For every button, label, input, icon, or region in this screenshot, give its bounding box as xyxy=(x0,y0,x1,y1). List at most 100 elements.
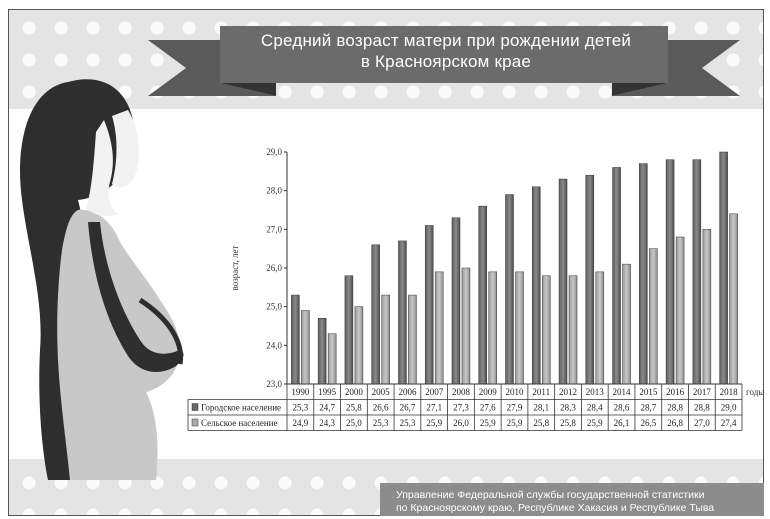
x-tick-label: 2013 xyxy=(586,387,605,397)
x-tick-label: 2010 xyxy=(506,387,525,397)
x-tick-label: 2006 xyxy=(398,387,417,397)
y-axis-label: возраст, лет xyxy=(230,245,240,290)
data-table: 1990 1995 2000 2005 2006 2007 2008 2009 2010 2011… xyxy=(187,383,743,431)
footer-source: Управление Федеральной службы государств… xyxy=(396,489,766,515)
title-ribbon xyxy=(148,26,740,96)
bars xyxy=(291,151,738,385)
dress xyxy=(57,209,180,480)
footer-bar xyxy=(380,483,764,516)
bar-urban xyxy=(558,178,568,385)
bar-urban xyxy=(532,186,541,385)
ribbon-right-tail xyxy=(612,40,740,96)
data-label: 28,6 xyxy=(614,403,630,413)
pregnant-woman-illustration xyxy=(19,79,184,480)
bar-rural xyxy=(434,271,444,385)
x-tick-label: 2009 xyxy=(479,387,498,397)
data-label: 25,8 xyxy=(346,403,362,413)
data-label: 24,3 xyxy=(319,418,335,428)
data-label: 25,3 xyxy=(373,418,389,428)
data-label: 26,8 xyxy=(667,418,683,428)
bar-rural xyxy=(515,271,524,385)
bar-urban xyxy=(612,167,621,385)
data-label: 25,9 xyxy=(507,418,523,428)
x-tick-label: 2007 xyxy=(425,387,444,397)
x-tick-label: 2018 xyxy=(720,387,739,397)
neck xyxy=(86,120,118,216)
bar-rural xyxy=(542,275,551,385)
bar-urban xyxy=(692,159,702,385)
footer-line-2: по Красноярскому краю, Республике Хакаси… xyxy=(396,502,715,514)
data-label: 28,1 xyxy=(533,403,549,413)
ribbon-left-fold xyxy=(220,83,276,96)
bar-rural xyxy=(354,306,364,385)
belly-outline xyxy=(138,297,184,365)
bar-rural xyxy=(595,271,605,385)
data-label: 28,7 xyxy=(640,403,656,413)
face xyxy=(112,110,139,188)
bar-rural xyxy=(729,213,738,385)
x-tick-label: 2000 xyxy=(345,387,364,397)
bar-rural xyxy=(649,248,658,385)
bar-rural xyxy=(327,333,337,385)
bar-urban xyxy=(317,318,327,385)
data-label: 29,0 xyxy=(721,403,737,413)
arm xyxy=(88,222,184,372)
legend-swatch-urban xyxy=(191,403,199,411)
bar-rural xyxy=(622,263,631,385)
chart-title-line-2: в Красноярском крае xyxy=(360,52,532,71)
bar-urban xyxy=(371,244,380,385)
ribbon-left-tail xyxy=(148,40,276,96)
y-tick-label: 23,0 xyxy=(266,379,282,389)
data-label: 25,9 xyxy=(480,418,496,428)
y-tick-label: 28,0 xyxy=(266,186,282,196)
x-tick-label: 2008 xyxy=(452,387,471,397)
x-tick-label: 2017 xyxy=(693,387,712,397)
footer-line-1: Управление Федеральной службы государств… xyxy=(396,489,705,501)
data-label: 25,9 xyxy=(426,418,442,428)
bar-urban xyxy=(585,174,595,385)
x-tick-label: 2015 xyxy=(639,387,658,397)
data-label: 28,4 xyxy=(587,403,603,413)
bar-rural xyxy=(408,294,417,385)
x-axis-label: годы xyxy=(746,387,764,397)
x-tick-label: 1990 xyxy=(291,387,310,397)
bar-rural xyxy=(675,236,685,385)
data-label: 24,7 xyxy=(319,403,335,413)
x-tick-label: 2011 xyxy=(532,387,550,397)
bar-rural xyxy=(568,275,578,385)
bar-urban xyxy=(478,205,487,385)
data-label: 26,7 xyxy=(400,403,416,413)
data-label: 25,8 xyxy=(533,418,549,428)
bar-urban xyxy=(291,294,300,385)
data-label: 26,5 xyxy=(640,418,656,428)
bar-urban xyxy=(424,225,434,385)
bar-rural xyxy=(702,229,712,385)
chart: 23,0 24,0 25,0 26,0 27,0 28,0 29,0 возраст, ле… xyxy=(187,147,764,431)
bar-urban xyxy=(344,275,354,385)
bar-rural xyxy=(461,267,471,385)
bar-rural xyxy=(301,310,310,385)
bar-urban xyxy=(719,151,728,385)
data-label: 27,0 xyxy=(694,418,710,428)
y-tick-label: 26,0 xyxy=(266,263,282,273)
bar-urban xyxy=(639,163,648,385)
data-label: 28,8 xyxy=(667,403,683,413)
y-tick-label: 27,0 xyxy=(266,224,282,234)
data-label: 26,0 xyxy=(453,418,469,428)
bar-urban xyxy=(505,194,514,385)
legend-swatch-rural xyxy=(191,418,199,427)
bar-rural xyxy=(381,294,390,385)
x-tick-label: 1995 xyxy=(318,387,337,397)
data-label: 24,9 xyxy=(293,418,309,428)
x-tick-label: 2014 xyxy=(613,387,632,397)
data-label: 27,1 xyxy=(426,403,442,413)
x-tick-label: 2016 xyxy=(666,387,685,397)
chart-title: Средний возраст матери при рождении дете… xyxy=(226,30,666,72)
x-tick-label: 2005 xyxy=(372,387,391,397)
data-label: 27,4 xyxy=(721,418,737,428)
data-label: 27,6 xyxy=(480,403,496,413)
data-label: 25,8 xyxy=(560,418,576,428)
bar-urban xyxy=(398,240,407,385)
